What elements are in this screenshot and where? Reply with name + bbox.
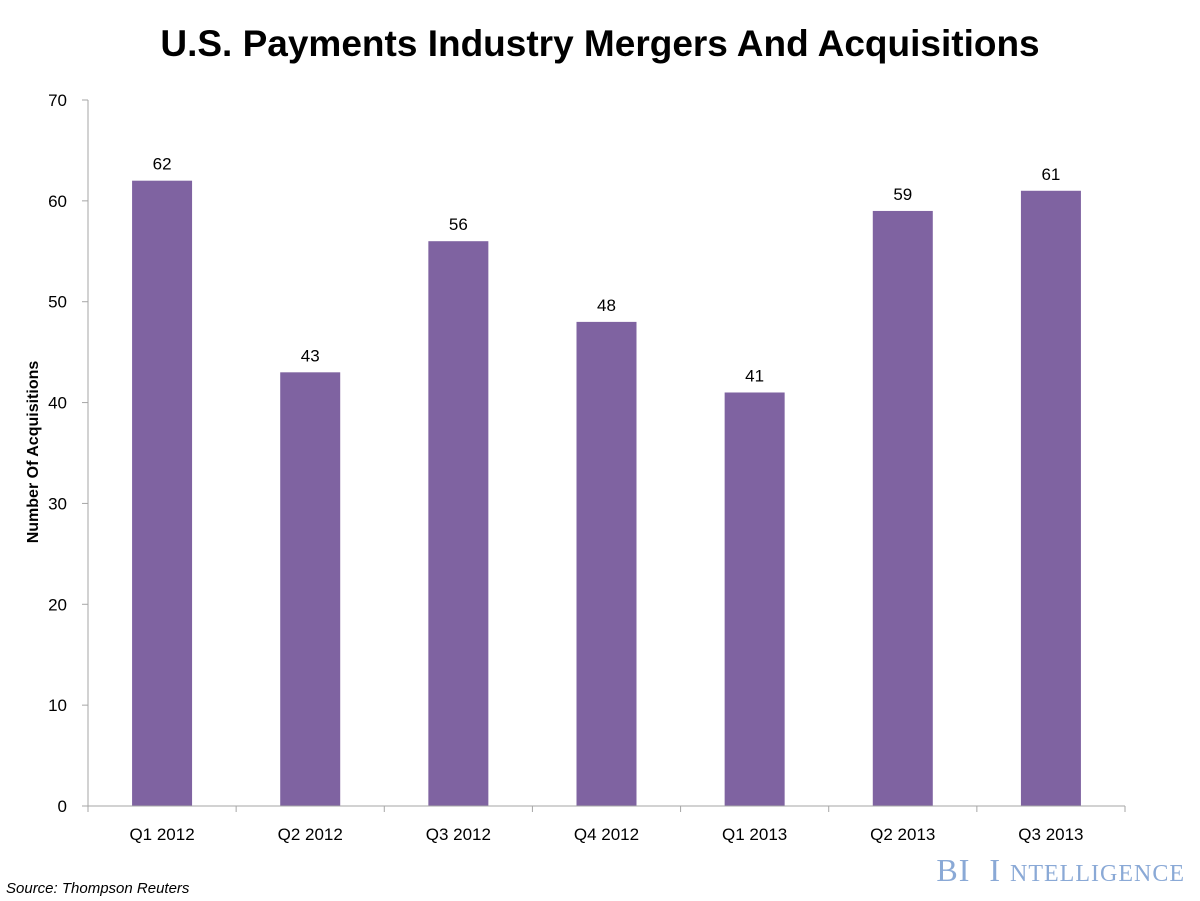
bar	[576, 321, 637, 806]
y-tick-label: 60	[48, 192, 67, 211]
y-axis-label: Number Of Acquisitions	[25, 361, 42, 544]
bar-value-label: 61	[1041, 165, 1060, 184]
y-tick-label: 70	[48, 91, 67, 110]
x-tick-label: Q2 2013	[870, 825, 935, 844]
bar	[428, 241, 489, 806]
y-tick-label: 20	[48, 595, 67, 614]
bar-value-label: 41	[745, 366, 764, 385]
y-tick-label: 30	[48, 494, 67, 513]
brand-intelligence-initial: I	[989, 852, 1001, 888]
bar-value-label: 48	[597, 296, 616, 315]
x-tick-label: Q3 2012	[426, 825, 491, 844]
x-tick-label: Q2 2012	[278, 825, 343, 844]
bar	[724, 392, 785, 806]
value-labels-group: 62 43 56 48 41 59 61	[153, 155, 1061, 386]
x-tick-label: Q4 2012	[574, 825, 639, 844]
bar-value-label: 62	[153, 155, 172, 174]
y-axis: 0 10 20 30 40 50 60 70	[48, 91, 88, 816]
bi-intelligence-logo: BI I NTELLIGENCE	[936, 852, 1185, 888]
bar	[872, 210, 933, 806]
chart-title: U.S. Payments Industry Mergers And Acqui…	[160, 23, 1039, 64]
y-tick-label: 10	[48, 696, 67, 715]
x-axis: Q1 2012 Q2 2012 Q3 2012 Q4 2012 Q1 2013 Q2 20…	[87, 806, 1126, 844]
bar-value-label: 43	[301, 346, 320, 365]
y-tick-label: 50	[48, 293, 67, 312]
x-tick-label: Q1 2012	[129, 825, 194, 844]
brand-intelligence-rest: NTELLIGENCE	[1010, 861, 1185, 887]
bar-value-label: 56	[449, 215, 468, 234]
y-tick-label: 0	[58, 797, 67, 816]
x-tick-label: Q3 2013	[1018, 825, 1083, 844]
brand-bi: BI	[936, 852, 970, 888]
bar	[132, 180, 193, 806]
bar	[280, 372, 341, 806]
x-tick-label: Q1 2013	[722, 825, 787, 844]
y-tick-label: 40	[48, 394, 67, 413]
bar	[1020, 190, 1081, 806]
bars-group	[132, 180, 1081, 806]
source-note: Source: Thompson Reuters	[6, 880, 190, 897]
bar-value-label: 59	[893, 185, 912, 204]
